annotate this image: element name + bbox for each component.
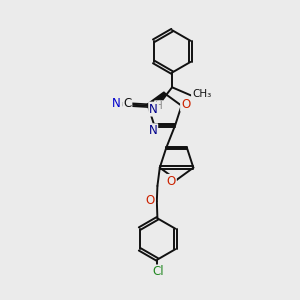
Text: H: H xyxy=(155,101,163,111)
Text: CH₃: CH₃ xyxy=(192,89,211,99)
Text: O: O xyxy=(146,194,155,207)
Text: O: O xyxy=(167,175,176,188)
Text: N: N xyxy=(148,124,157,137)
Text: Cl: Cl xyxy=(153,266,164,278)
Text: C: C xyxy=(123,97,131,110)
Text: O: O xyxy=(181,98,190,111)
Text: N: N xyxy=(112,97,121,110)
Text: N: N xyxy=(149,103,158,116)
